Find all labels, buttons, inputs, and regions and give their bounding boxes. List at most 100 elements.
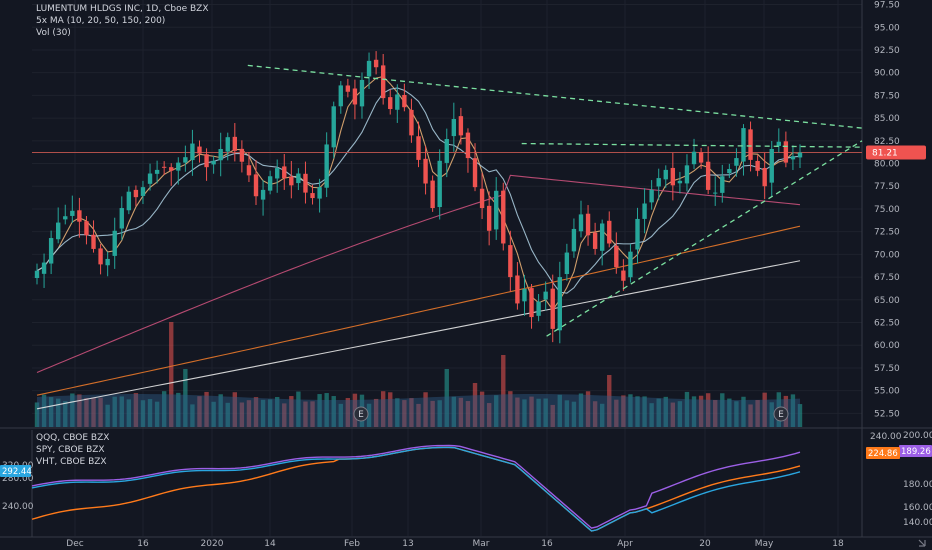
candle-body: [578, 214, 584, 232]
volume-bar: [154, 401, 160, 427]
candle-body: [769, 148, 774, 183]
candle-body: [289, 176, 294, 186]
volume-bar: [797, 404, 803, 427]
candle: [105, 251, 110, 277]
candle: [557, 261, 562, 344]
volume-bar: [239, 402, 245, 427]
price-tick-label: 82.50: [874, 137, 900, 147]
volume-bar: [112, 396, 117, 427]
candle: [578, 200, 584, 238]
volume-bar: [373, 398, 379, 427]
candles: [34, 51, 803, 344]
time-tick-label: 16: [541, 539, 553, 549]
candle-body: [550, 288, 555, 329]
candle-body: [705, 161, 711, 190]
candle-body: [486, 205, 492, 231]
candle-body: [331, 106, 336, 148]
candle: [416, 121, 421, 168]
compare-left-tick: 280.00: [2, 474, 34, 484]
candle-body: [444, 139, 449, 163]
volume-bar: [296, 391, 301, 427]
candle: [755, 155, 760, 177]
trendline[interactable]: [546, 140, 863, 337]
scroll-arrow-icon[interactable]: [918, 539, 926, 547]
candle-body: [161, 166, 167, 168]
compare-badge-value: 224.86: [868, 449, 898, 459]
candle: [56, 207, 61, 244]
candle-body: [592, 232, 598, 249]
compare-right-tick: 160.00: [903, 503, 932, 513]
candle-body: [677, 180, 683, 184]
volume-bar: [409, 398, 414, 427]
candle: [77, 197, 82, 238]
compare-badge-value: 189.26: [901, 447, 931, 457]
candle: [501, 182, 506, 251]
volume-bar: [529, 396, 534, 427]
volume-bar: [345, 398, 351, 427]
time-tick-label: 13: [402, 539, 413, 549]
price-tick-label: 52.50: [874, 409, 900, 419]
earnings-marker-icon[interactable]: [353, 406, 369, 422]
volume-bar: [741, 396, 746, 427]
earnings-marker-icon[interactable]: [773, 406, 789, 422]
price-tick-label: 55.00: [874, 387, 900, 397]
candle-body: [303, 173, 308, 193]
candle-body: [345, 85, 351, 92]
time-tick-label: 2020: [201, 539, 224, 549]
candle: [621, 259, 626, 291]
time-tick-label: 14: [264, 539, 276, 549]
price-tick-label: 95.00: [874, 23, 900, 33]
candle: [395, 84, 400, 123]
volume-bar: [218, 394, 223, 427]
candle-body: [720, 176, 725, 193]
compare-legend: QQQ, CBOE BZX SPY, CBOE BZX VHT, CBOE BZ…: [36, 432, 109, 468]
candle-body: [246, 165, 252, 176]
candle-body: [713, 192, 718, 194]
volume-bar: [444, 369, 449, 427]
volume-bar: [472, 383, 478, 427]
price-tick-label: 57.50: [874, 364, 900, 374]
candle-body: [543, 291, 548, 300]
candle: [409, 98, 414, 143]
candle-body: [727, 168, 732, 174]
candle: [628, 243, 633, 283]
candle: [126, 186, 132, 215]
trendline[interactable]: [247, 64, 863, 129]
candle-body: [451, 119, 457, 137]
volume-bar: [713, 400, 718, 427]
volume-bar: [465, 401, 471, 427]
volume-bar: [63, 401, 68, 427]
time-tick-label: Apr: [617, 539, 633, 549]
trendline[interactable]: [521, 142, 863, 148]
candle-body: [126, 191, 132, 211]
candle: [423, 146, 428, 195]
candle: [331, 101, 336, 159]
price-tick-label: 80.00: [874, 160, 900, 170]
qqq-line: [31, 444, 801, 529]
volume-bar: [515, 397, 520, 427]
time-tick-label: Mar: [473, 539, 490, 549]
candle: [741, 124, 746, 176]
candle-body: [755, 160, 760, 171]
candle: [783, 131, 789, 168]
candle-body: [41, 262, 47, 274]
volume-bar: [225, 402, 230, 427]
volume-bar: [147, 399, 153, 427]
candle-body: [776, 141, 781, 146]
symbol-title: LUMENTUM HLDGS INC, 1D, Cboe BZX: [36, 4, 209, 14]
candle: [797, 144, 803, 169]
candle: [515, 262, 520, 310]
candle-body: [324, 144, 329, 188]
compare-inner-tick: 240.00: [870, 432, 902, 442]
candle-body: [508, 245, 513, 278]
time-tick-label: Dec: [66, 539, 83, 549]
candle: [472, 143, 478, 192]
volume-bar: [437, 400, 442, 427]
candle-body: [395, 94, 400, 110]
candle: [218, 132, 223, 177]
candle-body: [338, 85, 343, 107]
volume-bar: [183, 369, 188, 427]
volume-bar: [77, 394, 82, 427]
candle: [359, 72, 365, 119]
